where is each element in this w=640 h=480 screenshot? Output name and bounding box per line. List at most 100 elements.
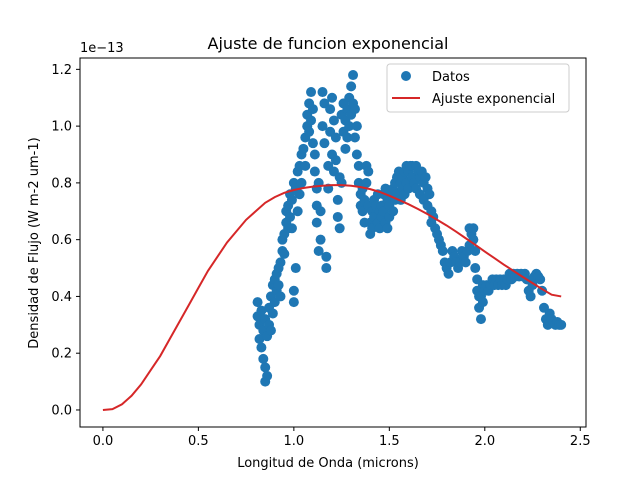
data-point bbox=[262, 370, 273, 381]
data-point bbox=[317, 121, 328, 132]
data-point bbox=[353, 160, 364, 171]
data-point bbox=[275, 257, 286, 268]
data-point bbox=[346, 81, 357, 92]
data-point bbox=[349, 132, 360, 143]
y-tick-label: 0.6 bbox=[51, 233, 72, 248]
x-tick-label: 0.0 bbox=[93, 434, 114, 449]
data-point bbox=[330, 132, 341, 143]
data-point bbox=[290, 263, 301, 274]
data-point bbox=[328, 115, 339, 126]
fit-line-layer bbox=[102, 184, 562, 411]
data-point bbox=[475, 314, 486, 325]
y-axis-offset-label: 1e−13 bbox=[80, 41, 124, 56]
x-tick-label: 1.0 bbox=[284, 434, 305, 449]
data-point bbox=[254, 334, 265, 345]
fit-line bbox=[102, 184, 562, 411]
data-point bbox=[349, 104, 360, 115]
data-point bbox=[330, 155, 341, 166]
data-point bbox=[298, 143, 309, 154]
data-point bbox=[292, 206, 303, 217]
data-point bbox=[304, 126, 315, 137]
y-tick-label: 1.2 bbox=[51, 63, 72, 78]
data-point bbox=[275, 291, 286, 302]
data-point bbox=[327, 92, 338, 103]
data-point bbox=[294, 189, 305, 200]
data-point bbox=[311, 217, 322, 228]
data-point bbox=[325, 104, 336, 115]
data-point bbox=[525, 291, 536, 302]
data-point bbox=[344, 121, 355, 132]
data-point bbox=[321, 263, 332, 274]
data-point bbox=[437, 246, 448, 257]
y-tick-label: 0.2 bbox=[51, 347, 72, 362]
data-point bbox=[307, 104, 318, 115]
axes-frame bbox=[79, 57, 587, 428]
data-point bbox=[260, 362, 271, 373]
data-point bbox=[300, 160, 311, 171]
data-point bbox=[382, 223, 393, 234]
data-point bbox=[477, 297, 488, 308]
data-point bbox=[288, 285, 299, 296]
x-tick-label: 2.5 bbox=[570, 434, 591, 449]
data-point bbox=[470, 263, 481, 274]
legend-label-ajuste: Ajuste exponencial bbox=[432, 92, 555, 107]
data-point bbox=[348, 70, 359, 81]
data-point bbox=[317, 87, 328, 98]
data-point bbox=[321, 251, 332, 262]
y-axis-label: Densidad de Flujo (W m-2 um-1) bbox=[27, 137, 42, 348]
data-point bbox=[332, 211, 343, 222]
data-point bbox=[351, 149, 362, 160]
data-point bbox=[470, 246, 481, 257]
plot-area bbox=[79, 57, 587, 428]
legend: Datos Ajuste exponencial bbox=[386, 63, 570, 113]
data-point bbox=[420, 172, 431, 183]
data-point bbox=[556, 319, 567, 330]
data-point bbox=[388, 206, 399, 217]
y-tick-label: 0.0 bbox=[51, 403, 72, 418]
x-tick-label: 1.5 bbox=[379, 434, 400, 449]
data-point bbox=[286, 223, 297, 234]
data-point bbox=[288, 297, 299, 308]
legend-marker-datos bbox=[401, 71, 411, 81]
data-point bbox=[319, 138, 330, 149]
data-point bbox=[307, 138, 318, 149]
data-point bbox=[460, 257, 471, 268]
data-point bbox=[265, 325, 276, 336]
data-point bbox=[535, 274, 546, 285]
data-point bbox=[256, 342, 267, 353]
data-point bbox=[315, 206, 326, 217]
data-point bbox=[424, 189, 435, 200]
data-point bbox=[342, 132, 353, 143]
data-point bbox=[306, 87, 317, 98]
data-point bbox=[313, 246, 324, 257]
data-point bbox=[363, 166, 374, 177]
y-tick-label: 0.8 bbox=[51, 176, 72, 191]
legend-box bbox=[386, 63, 570, 113]
x-axis-label: Longitud de Onda (microns) bbox=[237, 456, 419, 471]
data-point bbox=[258, 353, 269, 364]
scatter-layer bbox=[252, 70, 567, 387]
data-point bbox=[252, 297, 263, 308]
data-point bbox=[351, 121, 362, 132]
data-point bbox=[336, 177, 347, 188]
y-axis-ticks: 0.0 0.2 0.4 0.6 0.8 1.0 1.2 bbox=[51, 63, 80, 418]
data-point bbox=[306, 115, 317, 126]
legend-label-datos: Datos bbox=[432, 70, 470, 85]
data-point bbox=[443, 268, 454, 279]
x-axis-ticks: 0.0 0.5 1.0 1.5 2.0 2.5 bbox=[93, 427, 591, 449]
data-point bbox=[296, 177, 307, 188]
chart-title: Ajuste de funcion exponencial bbox=[208, 34, 449, 53]
data-point bbox=[340, 143, 351, 154]
data-point bbox=[267, 308, 278, 319]
data-point bbox=[334, 223, 345, 234]
data-point bbox=[332, 194, 343, 205]
data-point bbox=[285, 211, 296, 222]
data-point bbox=[468, 223, 479, 234]
y-tick-label: 1.0 bbox=[51, 120, 72, 135]
y-tick-label: 0.4 bbox=[51, 290, 72, 305]
data-point bbox=[273, 280, 284, 291]
data-point bbox=[286, 194, 297, 205]
data-point bbox=[361, 177, 372, 188]
data-point bbox=[315, 234, 326, 245]
